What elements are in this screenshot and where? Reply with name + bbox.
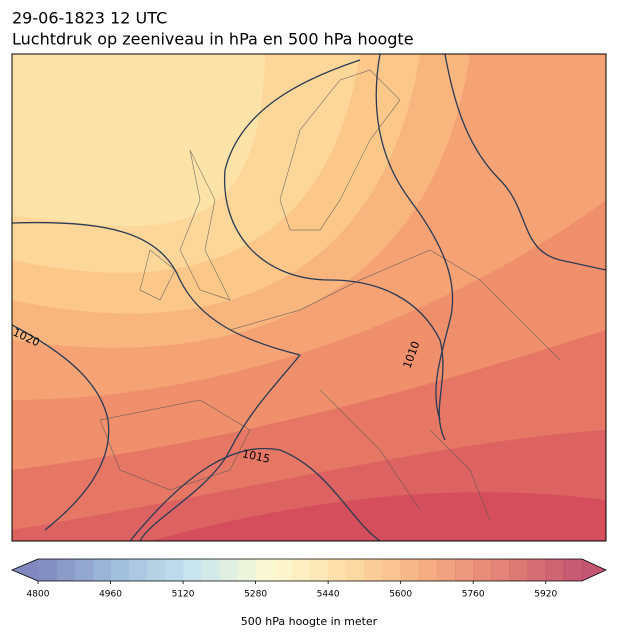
colorbar-segment bbox=[273, 559, 293, 581]
colorbar-segment bbox=[400, 559, 420, 581]
colorbar-segment bbox=[455, 559, 474, 581]
colorbar-segment bbox=[291, 559, 311, 581]
subtitle: Luchtdruk op zeeniveau in hPa en 500 hPa… bbox=[12, 30, 414, 49]
colorbar-segment bbox=[563, 559, 583, 581]
colorbar-segment bbox=[92, 559, 112, 581]
colorbar-segment bbox=[436, 559, 456, 581]
colorbar-segment bbox=[164, 559, 184, 581]
colorbar-segment bbox=[237, 559, 257, 581]
colorbar-segment bbox=[545, 559, 565, 581]
colorbar-segment bbox=[473, 559, 492, 581]
colorbar-segment bbox=[364, 559, 384, 581]
colorbar-segment bbox=[346, 559, 365, 581]
colorbar-segment bbox=[527, 559, 547, 581]
colorbar-segment bbox=[38, 559, 57, 581]
colorbar-label: 500 hPa hoogte in meter bbox=[241, 615, 378, 628]
height-band bbox=[150, 492, 606, 541]
colorbar-segment bbox=[146, 559, 166, 581]
colorbar-segment bbox=[418, 559, 438, 581]
colorbar-tick-label: 5760 bbox=[462, 590, 485, 600]
colorbar-segment bbox=[491, 559, 510, 581]
colorbar-extend bbox=[582, 559, 606, 581]
colorbar-outline bbox=[10, 558, 607, 582]
map bbox=[12, 54, 606, 541]
colorbar-tick-label: 5600 bbox=[389, 590, 412, 600]
map-frame bbox=[11, 53, 607, 542]
colorbar-extend bbox=[12, 559, 38, 581]
contour-label: 1015 bbox=[241, 447, 271, 466]
colorbar-segment bbox=[328, 559, 347, 581]
colorbar-tick-label: 5280 bbox=[244, 590, 267, 600]
colorbar-segment bbox=[201, 559, 220, 581]
colorbar-segment bbox=[56, 559, 75, 581]
colorbar-tick-label: 4800 bbox=[27, 590, 50, 600]
colorbar-tick-label: 5920 bbox=[534, 590, 557, 600]
colorbar-tick-label: 4960 bbox=[99, 590, 122, 600]
coastlines bbox=[99, 69, 561, 521]
colorbar-segment bbox=[382, 559, 402, 581]
colorbar-segment bbox=[110, 559, 130, 581]
colorbar-segment bbox=[74, 559, 93, 581]
colorbar-segment bbox=[255, 559, 275, 581]
title: 29-06-1823 12 UTC bbox=[12, 9, 167, 28]
colorbar-segment bbox=[310, 559, 329, 581]
colorbar-tick-label: 5440 bbox=[317, 590, 340, 600]
colorbar-segment bbox=[128, 559, 148, 581]
isobars bbox=[12, 54, 606, 541]
colorbar-segment bbox=[219, 559, 238, 581]
colorbar-segment bbox=[509, 559, 529, 581]
colorbar-segment bbox=[183, 559, 202, 581]
colorbar-tick-label: 5120 bbox=[172, 590, 195, 600]
